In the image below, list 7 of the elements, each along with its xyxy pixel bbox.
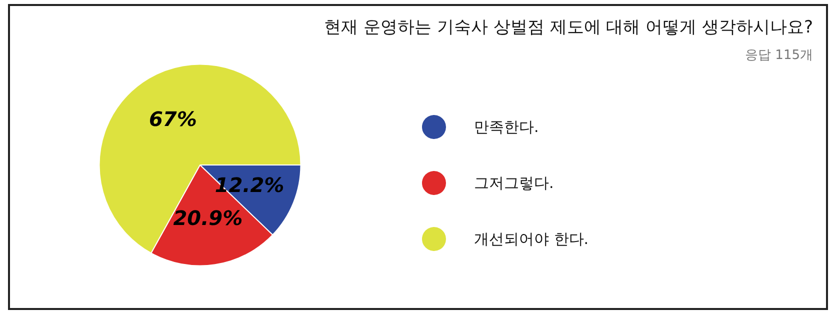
legend-label: 개선되어야 한다. <box>474 230 589 248</box>
legend-label: 그저그렇다. <box>474 174 554 192</box>
legend-label: 만족한다. <box>474 118 539 136</box>
chart-title: 현재 운영하는 기숙사 상벌점 제도에 대해 어떻게 생각하시나요? <box>324 18 814 38</box>
data-label: 20.9% <box>173 206 243 230</box>
text: 응답 115개 <box>745 48 814 63</box>
data-label: 67% <box>148 107 197 131</box>
